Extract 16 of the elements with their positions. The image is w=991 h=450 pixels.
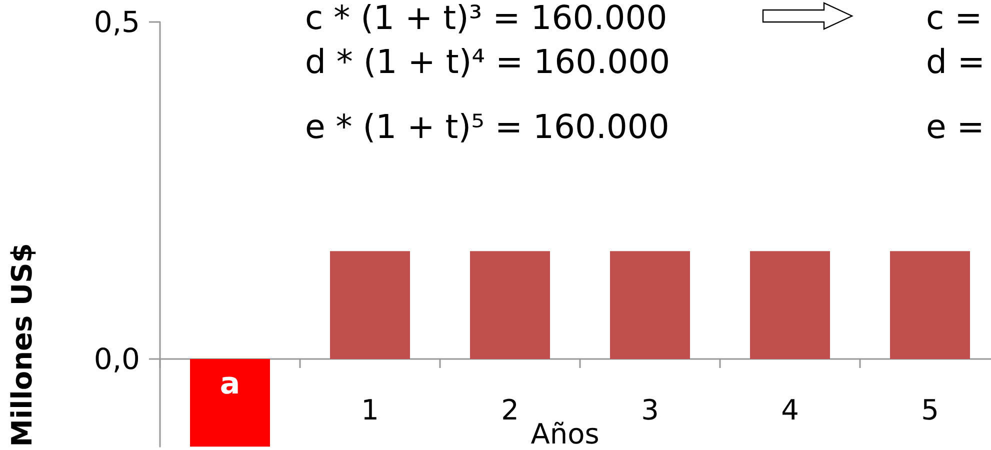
annotation: c * (1 + t)³ = 160.000 — [305, 0, 668, 37]
x-tick-label: 5 — [921, 394, 939, 426]
annotation: e = — [926, 107, 984, 146]
annotation: d = — [926, 42, 986, 81]
y-axis-title: Millones US$ — [6, 243, 38, 447]
x-tick-label: 2 — [501, 394, 519, 426]
y-tick-label: 0,5 — [94, 5, 140, 39]
x-tick-label: 1 — [361, 394, 379, 426]
y-tick-label: 0,0 — [94, 342, 140, 376]
x-tick-label: 4 — [781, 394, 799, 426]
annotation: d * (1 + t)⁴ = 160.000 — [305, 42, 670, 81]
x-axis-title: Años — [530, 418, 600, 450]
x-tick-label: 3 — [641, 394, 659, 426]
annotation: e * (1 + t)⁵ = 160.000 — [305, 107, 670, 146]
data-label: a — [220, 366, 240, 402]
annotation: c = — [926, 0, 982, 37]
